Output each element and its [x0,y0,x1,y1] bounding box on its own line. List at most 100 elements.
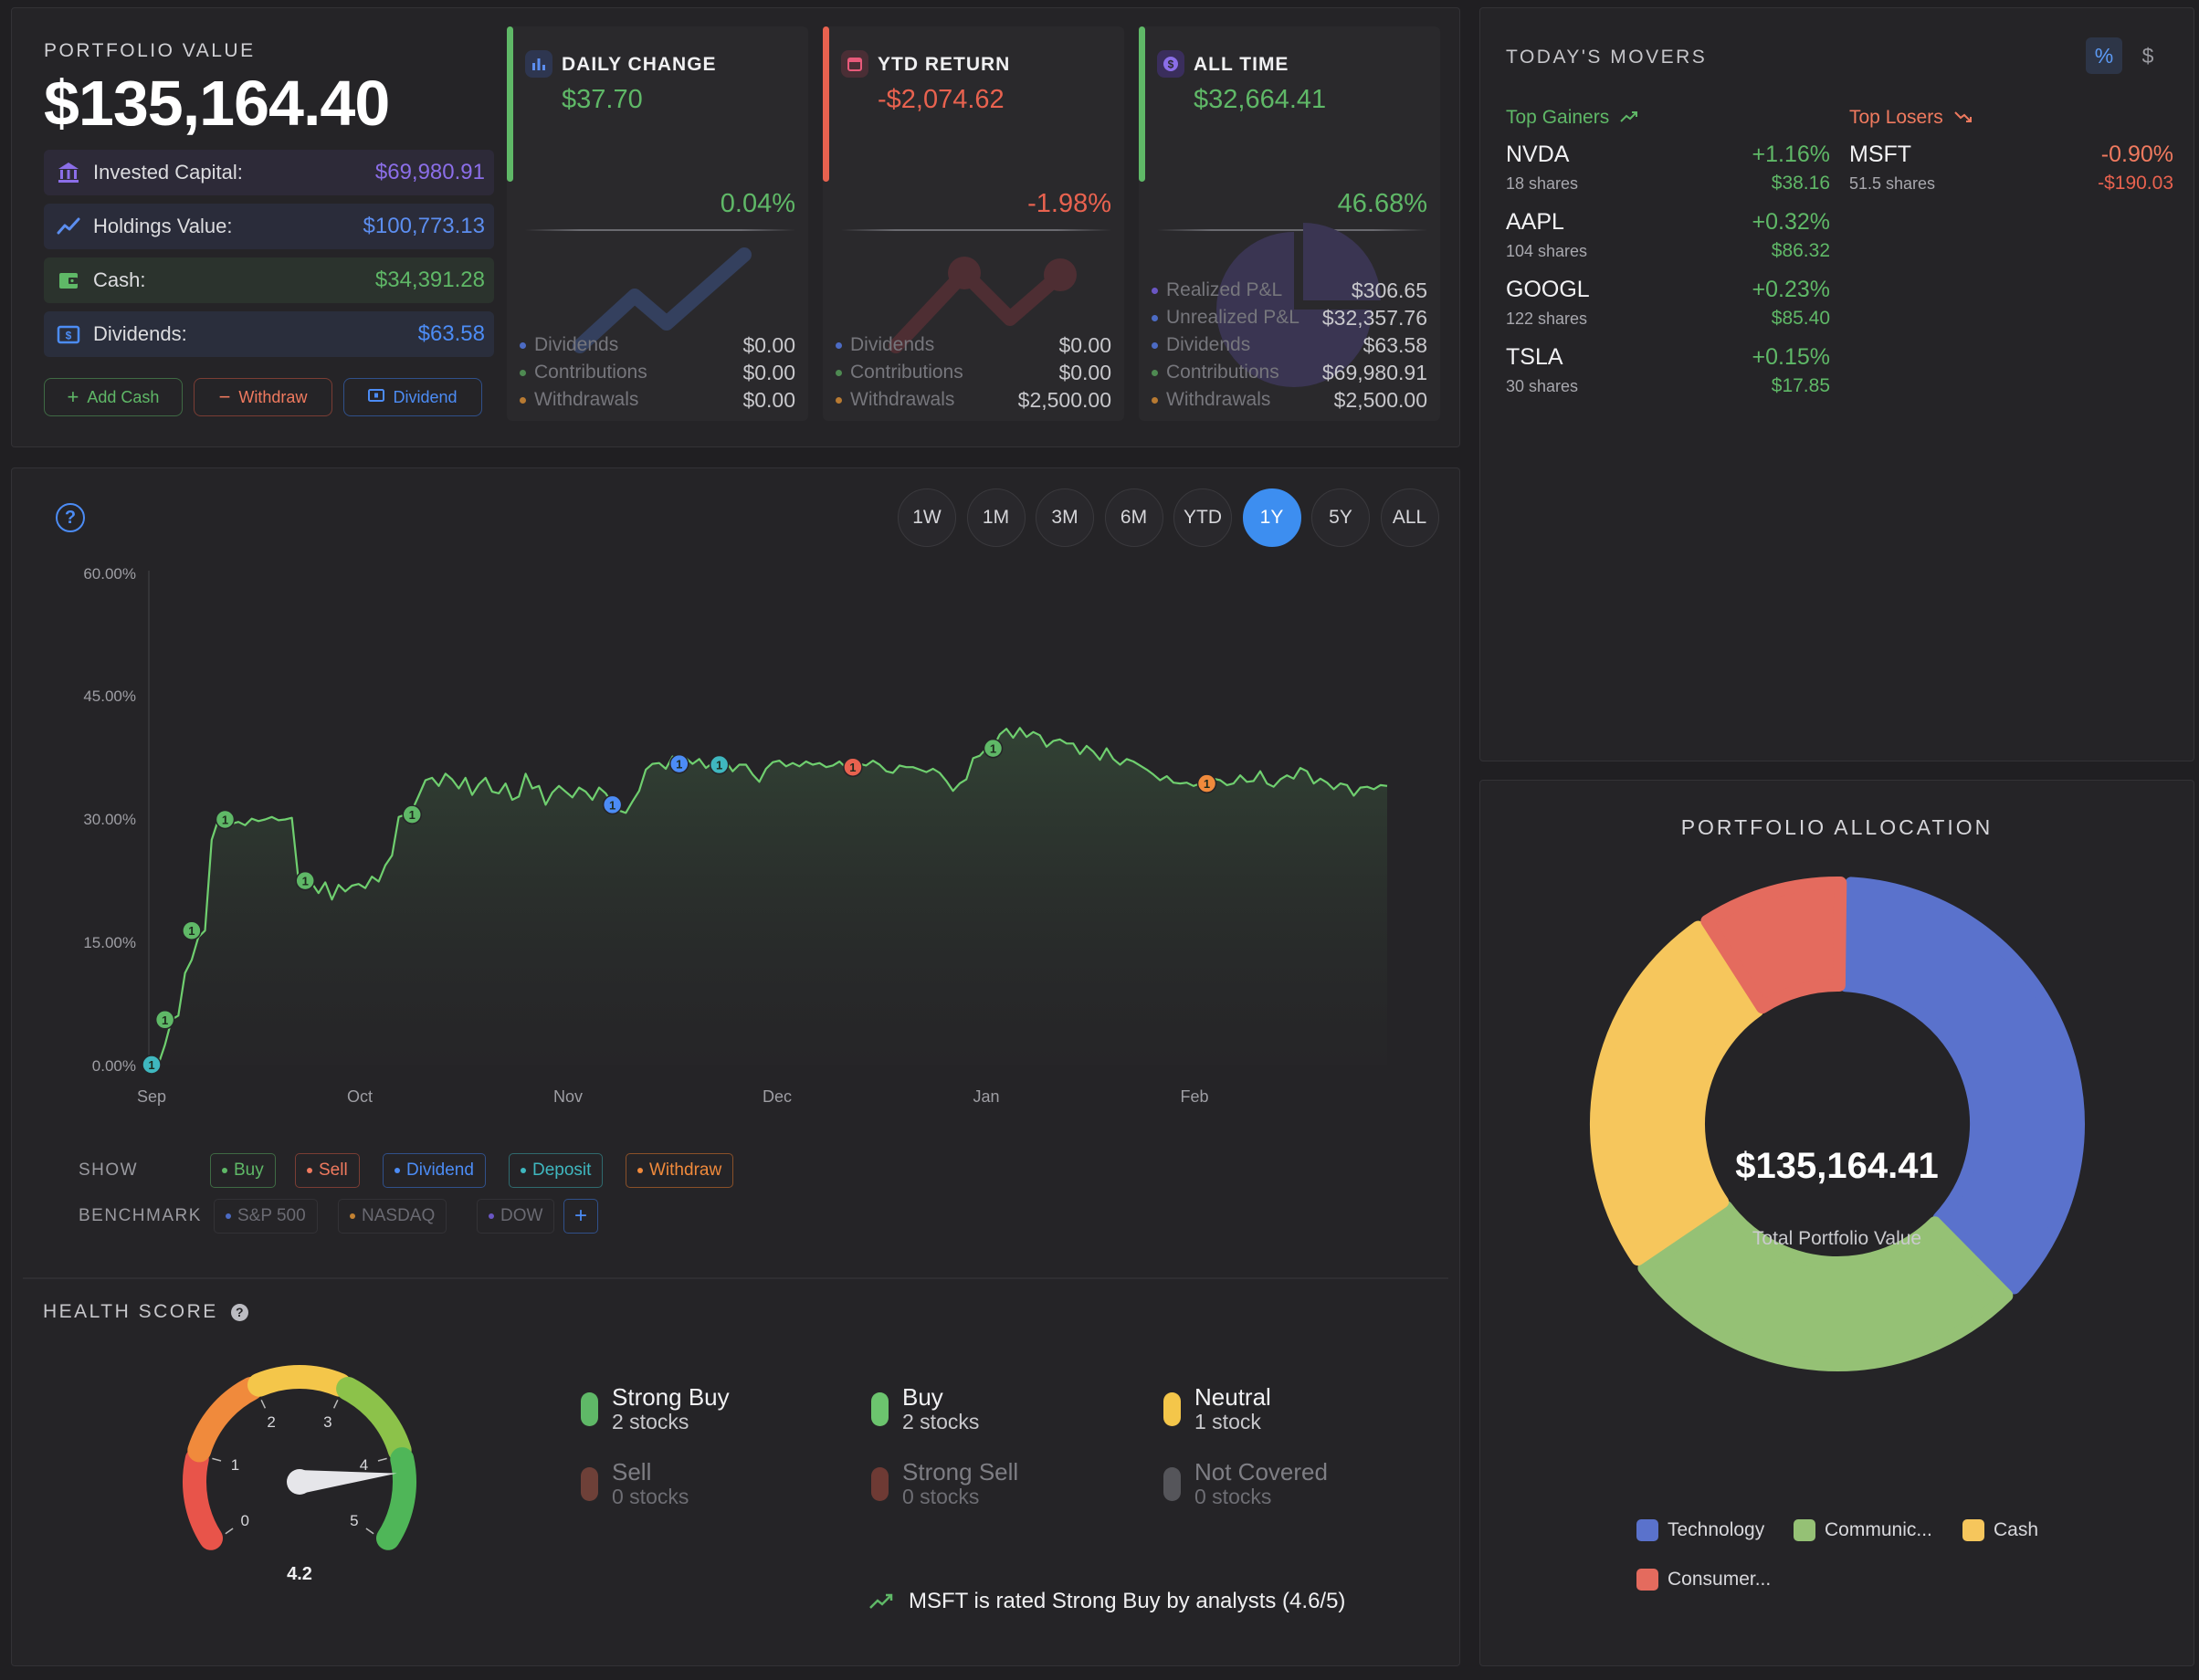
filter-buy[interactable]: Buy [210,1153,276,1188]
range-button-3m[interactable]: 3M [1036,488,1094,547]
legend-communication[interactable]: Communic... [1794,1519,1932,1541]
add-benchmark-button[interactable]: + [563,1199,598,1234]
filter-label: Dividend [406,1160,474,1180]
allocation-total-label: Total Portfolio Value [1752,1228,1922,1249]
mover-value: -$190.03 [2098,173,2173,194]
bar-chart-icon [525,50,552,78]
event-marker-buy[interactable]: 1 [295,870,315,891]
help-icon[interactable]: ? [230,1303,248,1321]
mover-percent: +0.23% [1752,277,1831,302]
event-marker-buy[interactable]: 1 [154,1010,175,1030]
dividends-row: $ Dividends: $63.58 [44,311,494,357]
divider [1157,229,1427,231]
range-button-all[interactable]: ALL [1380,488,1439,547]
withdraw-label: Withdraw [238,387,308,406]
withdraw-button[interactable]: − Withdraw [194,378,332,416]
health-gauge: 0 1 2 3 4 5 [183,1365,416,1550]
svg-text:1: 1 [188,924,195,938]
breakdown-row: Dividends $0.00 [520,331,795,359]
portfolio-summary-panel: PORTFOLIO VALUE $135,164.40 Invested Cap… [11,7,1460,447]
trend-up-icon [869,1593,893,1609]
breakdown-key: Withdrawals [520,389,638,411]
mover-item-tsla[interactable]: TSLA 30 shares +0.15% $17.85 [1506,344,1830,408]
gauge-tick-label: 2 [267,1413,275,1431]
event-marker-dividend[interactable]: 1 [669,753,689,774]
event-marker-buy[interactable]: 1 [215,809,236,830]
legend-consumer[interactable]: Consumer... [1636,1569,1771,1591]
mover-value: $17.85 [1771,375,1830,396]
range-button-1m[interactable]: 1M [966,488,1026,547]
performance-chart-card: ? 1W 1M 3M 6M YTD 1Y 5Y ALL 60.00% 45.00% 30.00… [11,467,1460,1666]
gauge-needle [287,1469,397,1495]
mover-value: $85.40 [1771,308,1830,329]
mover-value: $86.32 [1771,240,1830,261]
allocation-slice-communic[interactable] [1637,1200,2014,1371]
allocation-slice-consumer[interactable] [1700,877,1847,1014]
rating-indicator [1163,1467,1181,1501]
breakdown-value: $2,500.00 [1333,387,1427,412]
event-marker-deposit[interactable]: 1 [142,1055,162,1075]
range-button-5y[interactable]: 5Y [1311,488,1370,547]
add-cash-button[interactable]: + Add Cash [44,378,183,416]
mover-item-googl[interactable]: GOOGL 122 shares +0.23% $85.40 [1506,277,1830,341]
gauge-tick-label: 0 [240,1512,248,1529]
breakdown-value: $0.00 [742,387,795,412]
rating-name: Neutral [1194,1383,1271,1411]
benchmark-sp500[interactable]: S&P 500 [214,1199,318,1234]
filter-sell[interactable]: Sell [295,1153,360,1188]
x-tick-label: Dec [762,1087,793,1106]
event-marker-sell[interactable]: 1 [843,757,863,777]
rating-indicator [1163,1392,1181,1426]
range-button-ytd[interactable]: YTD [1173,488,1232,547]
event-marker-dividend[interactable]: 1 [602,794,623,815]
invested-capital-value: $69,980.91 [374,160,485,184]
filter-dividend[interactable]: Dividend [383,1153,486,1188]
event-marker-buy[interactable]: 1 [182,920,202,940]
range-button-1y[interactable]: 1Y [1242,488,1301,547]
legend-cash[interactable]: Cash [1962,1519,2038,1541]
svg-text:$: $ [66,330,72,342]
event-marker-buy[interactable]: 1 [402,804,422,824]
breakdown-key: Withdrawals [836,389,954,411]
x-tick-label: Sep [136,1087,167,1106]
mover-item-msft[interactable]: MSFT 51.5 shares -0.90% -$190.03 [1849,142,2173,205]
dollar-toggle-button[interactable]: $ [2141,43,2154,68]
legend-technology[interactable]: Technology [1636,1519,1764,1541]
help-icon[interactable]: ? [56,503,85,532]
filter-withdraw[interactable]: Withdraw [626,1153,734,1188]
range-button-6m[interactable]: 6M [1104,488,1163,547]
rating-indicator [871,1467,889,1501]
event-marker-deposit[interactable]: 1 [709,754,730,775]
mover-item-nvda[interactable]: NVDA 18 shares +1.16% $38.16 [1506,142,1830,205]
breakdown-value: $2,500.00 [1017,387,1111,412]
legend-swatch [1636,1519,1658,1541]
portfolio-value-label: PORTFOLIO VALUE [44,40,256,61]
rating-count: 0 stocks [902,1485,980,1508]
range-button-1w[interactable]: 1W [898,488,956,547]
mover-symbol: MSFT [1849,142,1912,167]
dividend-button[interactable]: Dividend [343,378,482,416]
allocation-slice-technology[interactable] [1838,877,2085,1295]
performance-line-chart[interactable]: 1 1 1 1 1 1 1 1 1 1 1 1 [12,468,1461,1108]
svg-text:1: 1 [222,814,228,827]
percent-toggle-button[interactable]: % [2086,37,2122,74]
event-marker-withdraw[interactable]: 1 [1196,773,1217,793]
allocation-slice-cash[interactable] [1590,920,1764,1266]
benchmark-nasdaq[interactable]: NASDAQ [338,1199,447,1234]
event-marker-buy[interactable]: 1 [983,738,1004,759]
mover-item-aapl[interactable]: AAPL 104 shares +0.32% $86.32 [1506,209,1830,273]
trend-up-icon [1620,111,1638,122]
minus-icon: − [218,385,231,408]
filter-deposit[interactable]: Deposit [509,1153,604,1188]
breakdown-key: Realized P&L [1152,279,1282,301]
insight-text: MSFT is rated Strong Buy by analysts (4.… [909,1589,1346,1613]
breakdown-value: $32,357.76 [1321,305,1427,330]
performance-area [152,728,1387,1065]
legend-label: Consumer... [1668,1569,1772,1590]
x-tick-label: Nov [552,1087,584,1106]
allocation-donut-chart[interactable] [1480,872,2195,1511]
benchmark-dow[interactable]: DOW [477,1199,555,1234]
ytd-return-value: -$2,074.62 [878,85,1005,114]
portfolio-allocation-panel: PORTFOLIO ALLOCATION $135,164.41 Total P… [1479,780,2194,1666]
rating-count: 0 stocks [1194,1485,1272,1508]
